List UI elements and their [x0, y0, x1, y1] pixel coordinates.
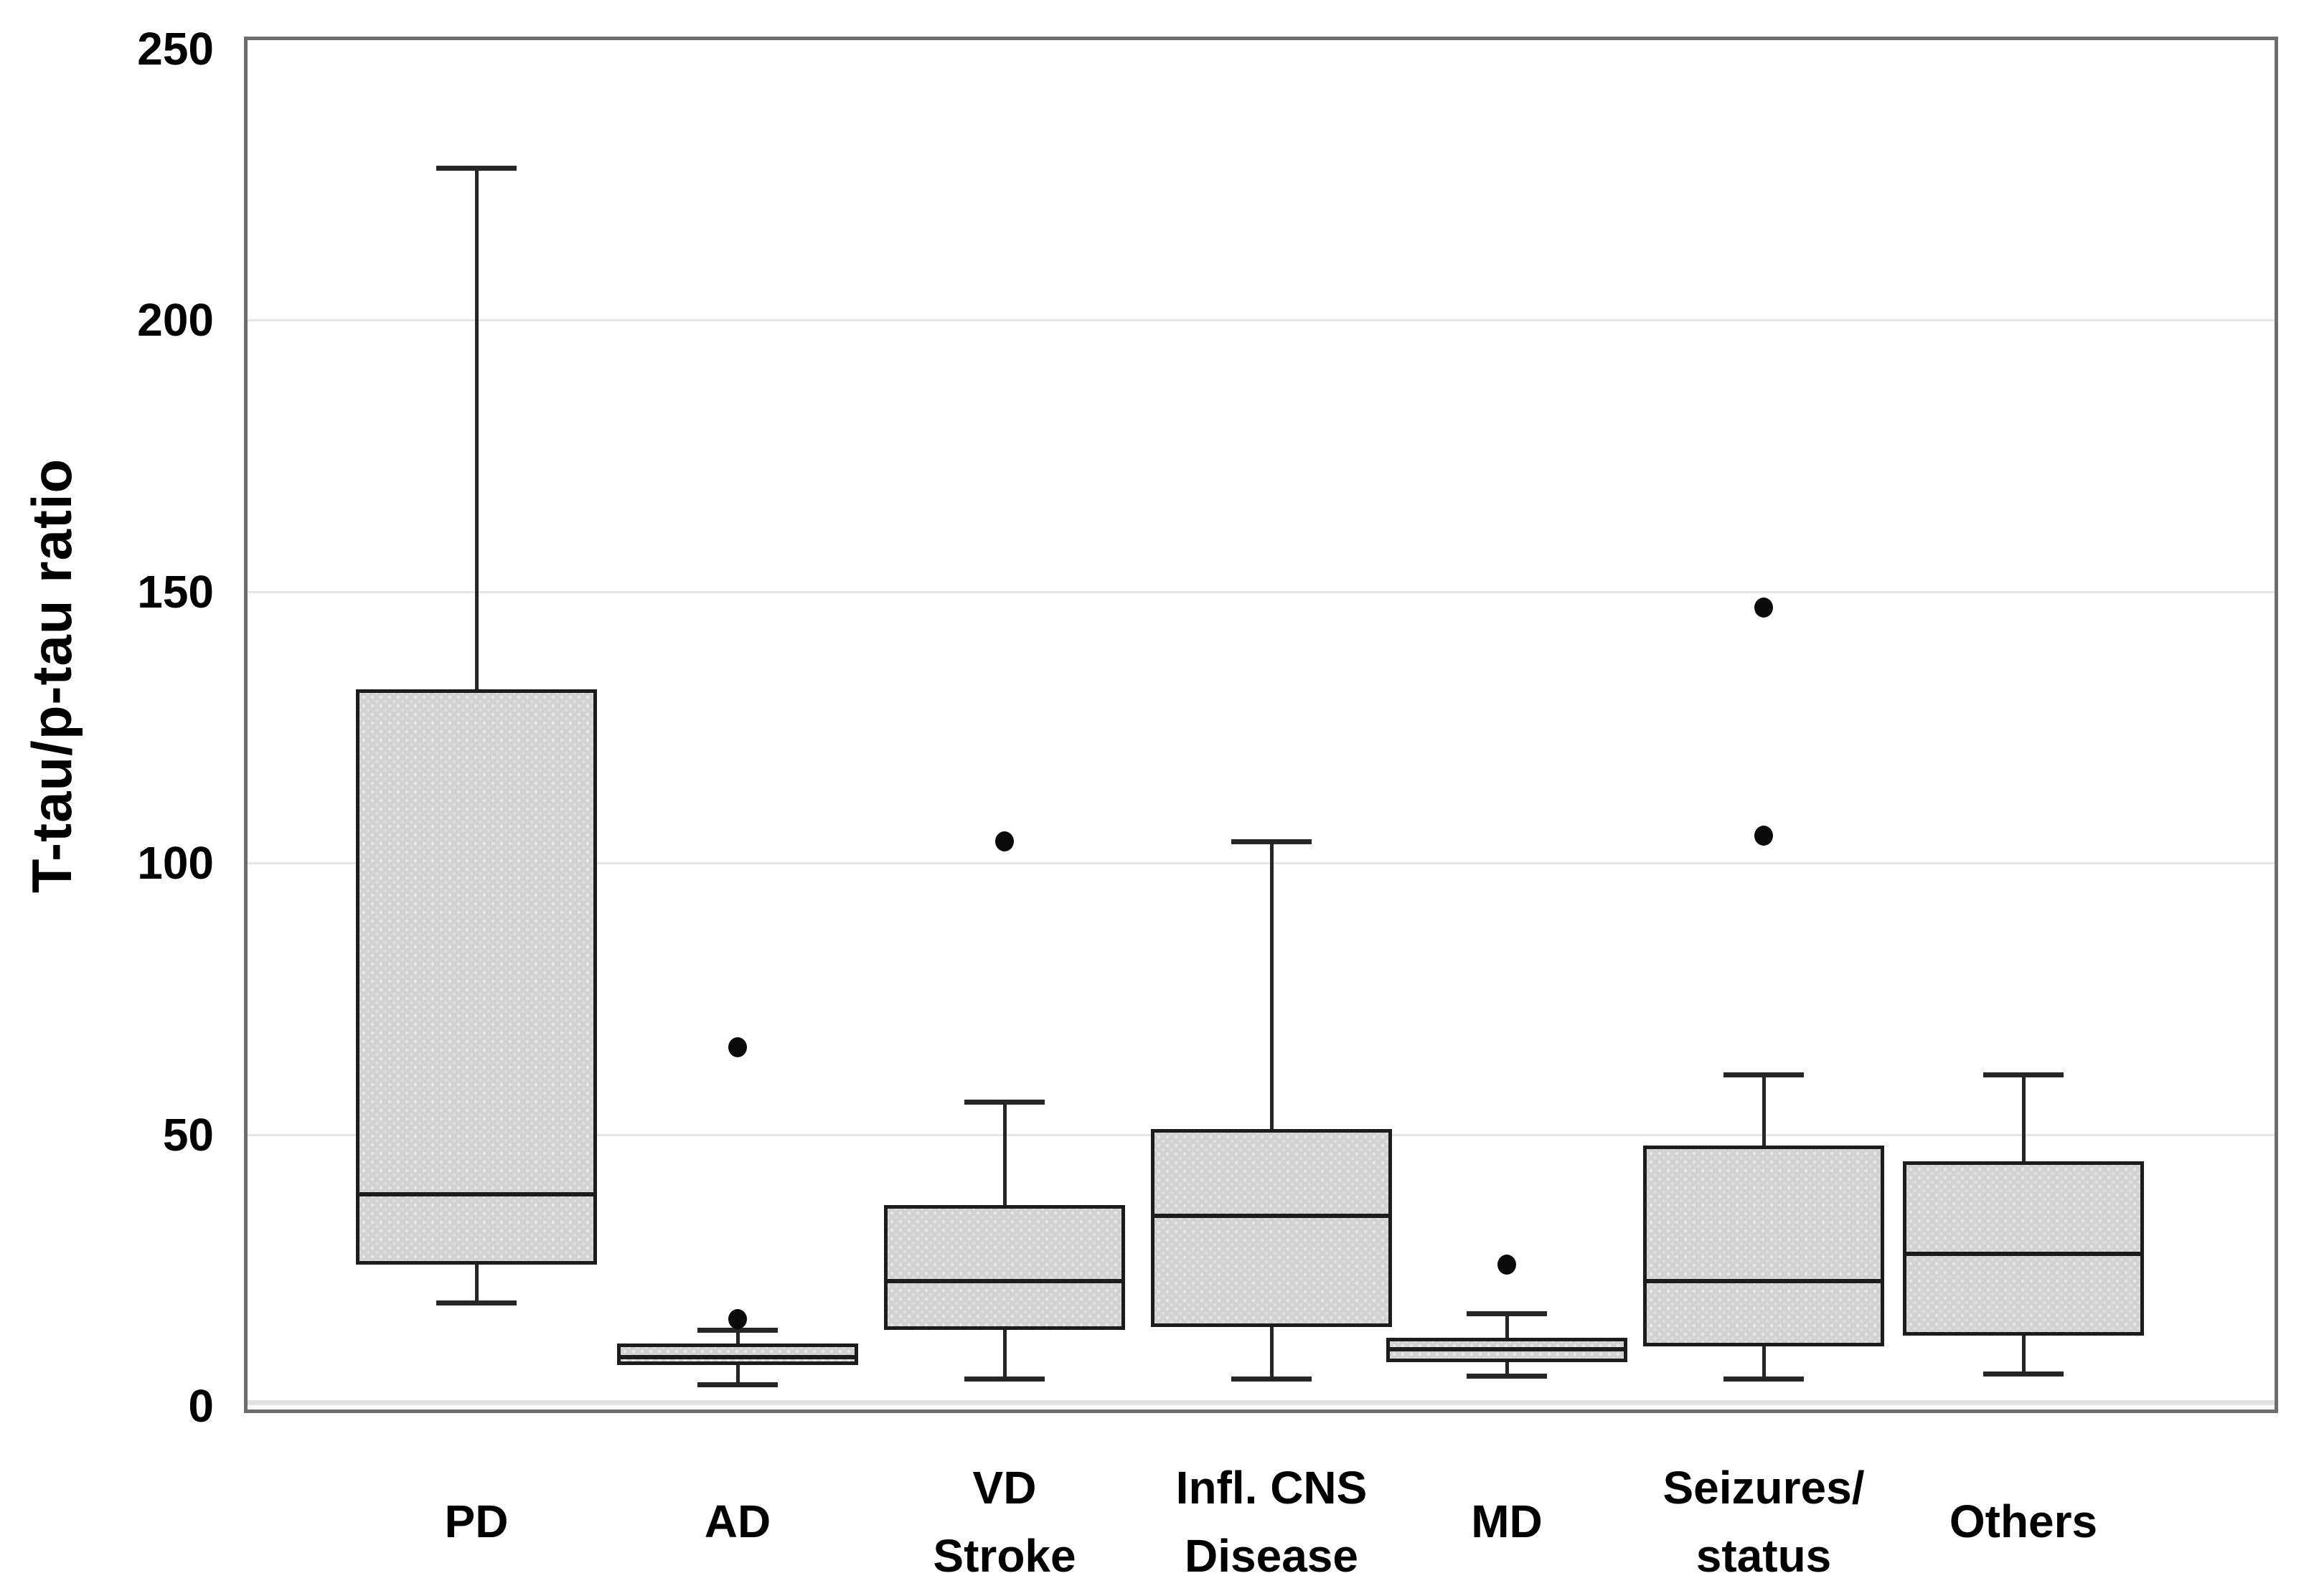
- outlier-dot: [728, 1037, 747, 1058]
- box-others: [1903, 1161, 2144, 1336]
- median-line: [1151, 1214, 1392, 1219]
- x-axis-label: Seizures/status: [1577, 1452, 1950, 1592]
- whisker-cap-lower: [964, 1377, 1045, 1382]
- x-axis-label-line: status: [1695, 1529, 1832, 1582]
- outlier-dot: [995, 831, 1014, 851]
- x-axis-label: AD: [551, 1452, 924, 1592]
- y-axis-tick-label: 250: [137, 22, 214, 75]
- whisker: [1270, 841, 1274, 1379]
- whisker-cap-upper: [1983, 1072, 2064, 1078]
- x-axis-label-line: Infl. CNS: [1175, 1461, 1368, 1514]
- x-axis-label-line: AD: [704, 1496, 771, 1547]
- x-axis-label-line: Others: [1949, 1496, 2098, 1547]
- y-axis-tick-label: 50: [162, 1108, 214, 1161]
- whisker-cap-lower: [1231, 1377, 1312, 1382]
- outlier-dot: [1754, 598, 1773, 618]
- x-axis-label-line: PD: [444, 1496, 509, 1547]
- median-line: [1643, 1278, 1884, 1283]
- box-infl-cns-disease: [1151, 1128, 1392, 1328]
- median-line: [884, 1278, 1125, 1283]
- x-axis-label-line: Stroke: [933, 1529, 1076, 1582]
- whisker-cap-lower: [697, 1382, 778, 1387]
- whisker-cap-upper: [697, 1328, 778, 1333]
- median-line: [356, 1191, 597, 1196]
- y-axis-tick-label: 200: [137, 294, 214, 346]
- y-axis-tick-label: 150: [137, 565, 214, 618]
- median-line: [1386, 1346, 1627, 1351]
- whisker-cap-upper: [1467, 1311, 1547, 1317]
- median-line: [1903, 1252, 2144, 1257]
- x-axis-label-line: Seizures/: [1662, 1461, 1865, 1514]
- x-axis-label: Infl. CNS Disease: [1085, 1452, 1458, 1592]
- whisker-cap-upper: [1231, 839, 1312, 844]
- x-axis-label-line: Disease: [1185, 1529, 1358, 1582]
- zero-baseline: [248, 1400, 2275, 1405]
- box-vd-stroke: [884, 1204, 1125, 1331]
- x-axis-label: VD Stroke: [818, 1452, 1191, 1592]
- x-axis-label-line: MD: [1471, 1496, 1543, 1547]
- gridline-200: [248, 319, 2275, 321]
- median-line: [617, 1354, 858, 1359]
- whisker-cap-upper: [436, 166, 517, 171]
- outlier-dot: [1754, 826, 1773, 846]
- x-axis-label: Others: [1837, 1452, 2210, 1592]
- whisker-cap-lower: [1723, 1377, 1804, 1382]
- y-axis-tick-label: 0: [188, 1380, 214, 1432]
- x-axis-label-line: VD: [972, 1461, 1037, 1514]
- x-axis-label: PD: [290, 1452, 663, 1592]
- x-axis-label: MD: [1320, 1452, 1693, 1592]
- y-axis-tick-label: 100: [137, 837, 214, 889]
- whisker-cap-upper: [1723, 1072, 1804, 1078]
- whisker-cap-lower: [436, 1300, 517, 1306]
- outlier-dot: [1497, 1255, 1516, 1275]
- box-pd: [356, 689, 597, 1265]
- outlier-dot: [728, 1308, 747, 1329]
- box-seizures-status: [1643, 1145, 1884, 1346]
- whisker-cap-lower: [1467, 1374, 1547, 1379]
- whisker-cap-lower: [1983, 1371, 2064, 1377]
- gridline-100: [248, 862, 2275, 864]
- gridline-150: [248, 590, 2275, 593]
- whisker-cap-upper: [964, 1100, 1045, 1105]
